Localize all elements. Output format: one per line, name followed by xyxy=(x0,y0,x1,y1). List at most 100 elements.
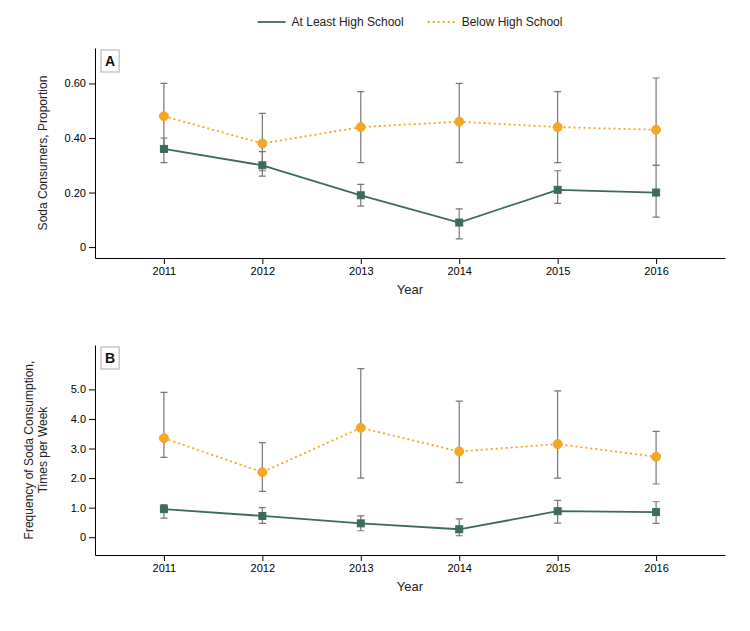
legend-swatch xyxy=(258,21,286,23)
y-tick-label: 3.0 xyxy=(71,443,86,455)
chart-root: 20112012201320142015201600.200.400.60Yea… xyxy=(0,0,750,631)
point-marker xyxy=(652,452,661,461)
error-bar xyxy=(554,391,561,478)
legend: At Least High School Below High School xyxy=(258,15,563,29)
y-axis-title: Frequency of Soda Consumption,Times per … xyxy=(22,361,50,540)
y-tick-mark xyxy=(89,449,95,450)
y-tick: 0.60 xyxy=(65,77,95,89)
series xyxy=(160,138,659,239)
point-marker xyxy=(455,447,464,456)
error-bar xyxy=(259,152,266,177)
y-axis-title: Soda Consumers, Proportion xyxy=(36,76,50,231)
x-tick: 2011 xyxy=(153,258,177,277)
y-tick-label: 2.0 xyxy=(71,472,86,484)
y-tick: 1.0 xyxy=(71,502,95,514)
y-tick: 0 xyxy=(80,531,95,543)
error-bar xyxy=(554,171,561,204)
x-tick-label: 2016 xyxy=(644,265,668,277)
x-tick-mark xyxy=(459,258,460,264)
y-tick-mark xyxy=(89,478,95,479)
point-marker xyxy=(653,509,660,516)
x-axis-title: Year xyxy=(397,282,424,297)
point-marker xyxy=(652,125,661,134)
x-tick-label: 2016 xyxy=(644,562,668,574)
plot-area xyxy=(159,78,660,239)
error-bar xyxy=(357,92,364,163)
error-bar xyxy=(357,369,364,478)
point-marker xyxy=(456,219,463,226)
y-axis-line xyxy=(95,346,96,556)
y-tick: 4.0 xyxy=(71,413,95,425)
plot-area xyxy=(159,369,660,536)
y-tick: 2.0 xyxy=(71,472,95,484)
x-tick-mark xyxy=(164,258,165,264)
panel-label: A xyxy=(101,50,119,72)
x-tick: 2016 xyxy=(644,555,668,574)
legend-swatch xyxy=(428,21,456,23)
y-tick: 5.0 xyxy=(71,383,95,395)
x-tick-mark xyxy=(262,258,263,264)
x-tick-label: 2013 xyxy=(349,265,373,277)
series-line xyxy=(164,149,656,223)
series xyxy=(159,78,660,171)
y-tick-label: 0 xyxy=(80,531,86,543)
point-marker xyxy=(159,112,168,121)
series-line xyxy=(164,509,656,529)
x-axis-line xyxy=(96,258,726,259)
x-tick: 2016 xyxy=(644,258,668,277)
error-bar xyxy=(456,209,463,239)
x-tick: 2012 xyxy=(251,258,275,277)
error-bar xyxy=(653,431,660,484)
point-marker xyxy=(258,139,267,148)
y-tick-label: 1.0 xyxy=(71,502,86,514)
point-marker xyxy=(258,468,267,477)
point-marker xyxy=(356,123,365,132)
x-tick-label: 2015 xyxy=(546,562,570,574)
x-tick: 2012 xyxy=(251,555,275,574)
point-marker xyxy=(553,440,562,449)
point-marker xyxy=(160,506,167,513)
y-tick-label: 5.0 xyxy=(71,383,86,395)
x-tick-label: 2012 xyxy=(251,265,275,277)
series xyxy=(160,500,659,535)
error-bar xyxy=(554,500,561,523)
panel-label-box xyxy=(101,347,119,369)
x-tick-mark xyxy=(656,555,657,561)
error-bar xyxy=(357,516,364,531)
x-axis: 2011 2012 2013 2014 2015 2016 xyxy=(96,258,726,277)
error-bar xyxy=(456,83,463,162)
y-axis: 00.200.400.60 xyxy=(65,49,96,259)
y-tick-label: 0 xyxy=(80,241,86,253)
x-tick: 2013 xyxy=(349,258,373,277)
x-tick-mark xyxy=(459,555,460,561)
error-bar xyxy=(160,138,167,163)
x-tick: 2014 xyxy=(447,555,471,574)
x-axis: 201120122013201420152016 xyxy=(96,555,726,574)
panel: 20112012201320142015201601.02.03.04.05.0… xyxy=(22,346,726,595)
x-tick-mark xyxy=(361,555,362,561)
x-tick-mark xyxy=(558,555,559,561)
point-marker xyxy=(356,423,365,432)
y-axis-title-line: Frequency of Soda Consumption, xyxy=(22,361,36,540)
error-bar xyxy=(160,505,167,518)
panel: 20112012201320142015201600.200.400.60Yea… xyxy=(36,49,726,298)
x-tick: 2014 xyxy=(447,258,471,277)
x-tick-label: 2011 xyxy=(153,265,177,277)
y-axis: 0 1.0 2.0 3.0 4.0 5.0 xyxy=(71,346,96,556)
legend-item: At Least High School xyxy=(258,15,404,29)
x-tick-mark xyxy=(164,555,165,561)
series xyxy=(159,369,660,492)
error-bar xyxy=(357,184,364,206)
legend-item: Below High School xyxy=(428,15,563,29)
point-marker xyxy=(357,192,364,199)
x-axis-title: Year xyxy=(397,579,424,594)
point-marker xyxy=(259,162,266,169)
error-bar xyxy=(259,508,266,524)
legend-label: At Least High School xyxy=(292,15,404,29)
x-tick: 2015 xyxy=(546,258,570,277)
y-tick-mark xyxy=(89,537,95,538)
x-tick-label: 2014 xyxy=(447,265,471,277)
y-tick-label: 0.60 xyxy=(65,77,86,89)
y-tick-mark xyxy=(89,138,95,139)
x-tick-mark xyxy=(262,555,263,561)
